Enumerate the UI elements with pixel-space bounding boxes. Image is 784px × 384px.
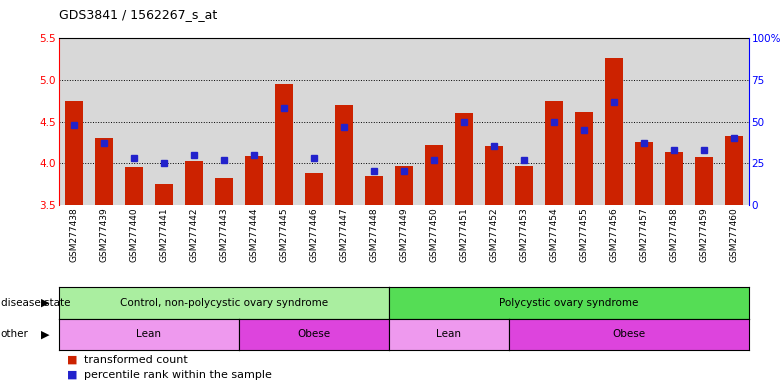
Bar xyxy=(154,184,172,205)
Text: Control, non-polycystic ovary syndrome: Control, non-polycystic ovary syndrome xyxy=(120,298,328,308)
Bar xyxy=(425,145,443,205)
Bar xyxy=(365,175,383,205)
Bar xyxy=(695,157,713,205)
Text: Lean: Lean xyxy=(436,329,461,339)
Text: ■: ■ xyxy=(67,355,77,365)
Bar xyxy=(575,112,593,205)
Text: disease state: disease state xyxy=(1,298,71,308)
Bar xyxy=(635,142,653,205)
Bar xyxy=(125,167,143,205)
Text: Polycystic ovary syndrome: Polycystic ovary syndrome xyxy=(499,298,638,308)
Bar xyxy=(665,152,683,205)
Text: ▶: ▶ xyxy=(41,329,49,339)
Text: Lean: Lean xyxy=(136,329,162,339)
Bar xyxy=(274,84,292,205)
Bar xyxy=(95,138,113,205)
Text: ■: ■ xyxy=(67,369,77,379)
Bar xyxy=(455,113,473,205)
Text: ▶: ▶ xyxy=(41,298,49,308)
Bar xyxy=(185,161,203,205)
Bar xyxy=(305,173,323,205)
Bar xyxy=(335,105,353,205)
Bar xyxy=(604,58,622,205)
Bar xyxy=(724,136,742,205)
Text: other: other xyxy=(1,329,29,339)
Bar xyxy=(545,101,563,205)
Bar xyxy=(65,101,83,205)
Bar xyxy=(395,166,412,205)
Text: Obese: Obese xyxy=(612,329,645,339)
Bar xyxy=(245,156,263,205)
Text: Obese: Obese xyxy=(297,329,330,339)
Bar xyxy=(215,178,233,205)
Text: percentile rank within the sample: percentile rank within the sample xyxy=(84,369,272,379)
Bar xyxy=(515,166,533,205)
Text: GDS3841 / 1562267_s_at: GDS3841 / 1562267_s_at xyxy=(59,8,217,21)
Text: transformed count: transformed count xyxy=(84,355,187,365)
Bar xyxy=(485,146,503,205)
